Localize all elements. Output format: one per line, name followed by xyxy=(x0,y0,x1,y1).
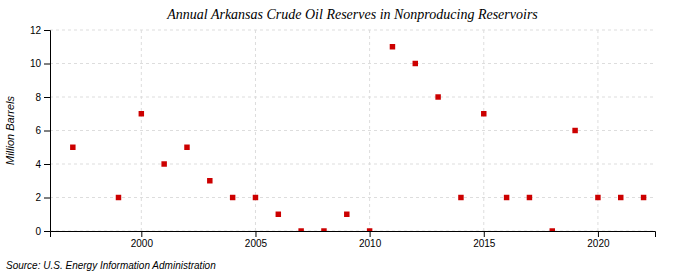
chart: 2000 2005 2010 2015 2020 0 2 4 6 8 10 12 Annual Arka… xyxy=(0,0,675,275)
grid-line-y xyxy=(50,30,655,31)
point xyxy=(527,195,532,200)
point xyxy=(390,44,395,49)
grid-line-y xyxy=(50,63,655,64)
x-tick-mark xyxy=(370,231,371,237)
x-tick-mark xyxy=(255,231,256,237)
y-tick-mark xyxy=(44,131,50,132)
point xyxy=(161,161,166,166)
x-tick-label: 2005 xyxy=(245,238,268,249)
grid-line-y xyxy=(50,97,655,98)
y-tick-label: 2 xyxy=(35,192,41,203)
point xyxy=(550,228,555,231)
y-tick-mark xyxy=(44,64,50,65)
x-tick-mark xyxy=(141,231,142,237)
point xyxy=(504,195,509,200)
grid-line-y xyxy=(50,130,655,131)
y-tick: 0 xyxy=(35,226,50,237)
x-tick: 2000 xyxy=(131,231,154,249)
grid xyxy=(50,30,655,231)
x-tick: 2010 xyxy=(359,231,382,249)
source-note: Source: U.S. Energy Information Administ… xyxy=(6,260,216,271)
y-tick-label: 8 xyxy=(35,92,41,103)
point xyxy=(344,212,349,217)
grid-line-x xyxy=(369,30,370,231)
y-tick-mark xyxy=(44,30,50,31)
y-tick-mark xyxy=(44,198,50,199)
point xyxy=(618,195,623,200)
x-tick-label: 2015 xyxy=(473,238,496,249)
point xyxy=(413,61,418,66)
x-tick-mark xyxy=(598,231,599,237)
y-tick: 2 xyxy=(35,192,50,203)
y-axis: 0 2 4 6 8 10 12 xyxy=(30,25,51,237)
point xyxy=(253,195,258,200)
x-axis: 2000 2005 2010 2015 2020 xyxy=(51,231,656,249)
y-tick-label: 10 xyxy=(30,58,42,69)
y-axis-line xyxy=(44,31,51,232)
grid-line-x xyxy=(597,30,598,231)
point xyxy=(458,195,463,200)
title: Annual Arkansas Crude Oil Reserves in No… xyxy=(166,7,538,22)
x-tick: 2020 xyxy=(587,231,610,249)
y-tick: 10 xyxy=(30,58,50,69)
point xyxy=(367,228,372,231)
point xyxy=(184,145,189,150)
y-tick: 4 xyxy=(35,159,50,170)
x-tick-label: 2020 xyxy=(587,238,610,249)
point xyxy=(139,111,144,116)
grid-line-x xyxy=(483,30,484,231)
grid-line-y xyxy=(50,164,655,165)
x-tick-label: 2010 xyxy=(359,238,382,249)
y-tick-mark xyxy=(44,231,50,232)
point xyxy=(321,228,326,231)
point xyxy=(641,195,646,200)
point xyxy=(435,94,440,99)
point xyxy=(298,228,303,231)
y-tick-label: 12 xyxy=(30,25,42,36)
y-tick: 12 xyxy=(30,25,50,36)
point xyxy=(572,128,577,133)
x-tick: 2005 xyxy=(245,231,268,249)
grid-line-x xyxy=(255,30,256,231)
point xyxy=(481,111,486,116)
point xyxy=(70,145,75,150)
y-tick: 6 xyxy=(35,125,50,136)
x-tick-label: 2000 xyxy=(131,238,154,249)
y-tick-mark xyxy=(44,164,50,165)
y-tick-label: 6 xyxy=(35,125,41,136)
point xyxy=(116,195,121,200)
grid-line-y xyxy=(50,197,655,198)
y-tick-mark xyxy=(44,97,50,98)
y-tick-label: 4 xyxy=(35,159,41,170)
point xyxy=(230,195,235,200)
x-tick-mark xyxy=(484,231,485,237)
x-tick: 2015 xyxy=(473,231,496,249)
points xyxy=(70,44,646,231)
x-axis-line xyxy=(51,232,656,238)
y-tick: 8 xyxy=(35,92,50,103)
y-tick-label: 0 xyxy=(35,226,41,237)
point xyxy=(276,212,281,217)
y-axis-title: Million Barrels xyxy=(4,95,16,165)
grid-line-x xyxy=(141,30,142,231)
point xyxy=(595,195,600,200)
point xyxy=(207,178,212,183)
